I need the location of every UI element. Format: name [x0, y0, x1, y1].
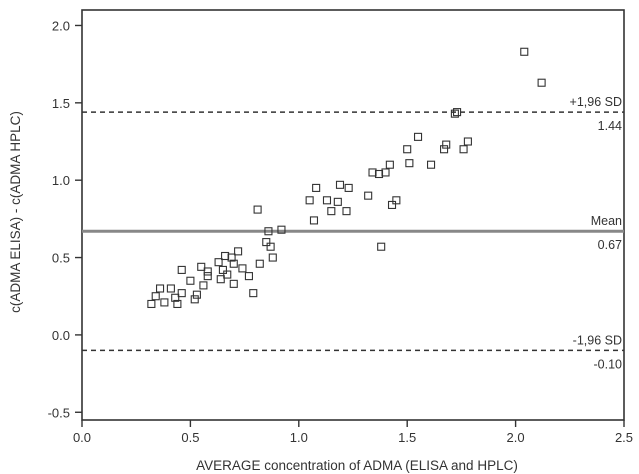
reference-line-label: +1,96 SD	[570, 95, 622, 109]
x-tick-label: 2.0	[507, 430, 525, 445]
reference-line-label: Mean	[591, 214, 622, 228]
data-point	[229, 259, 238, 268]
data-point	[253, 205, 262, 214]
data-point	[147, 299, 156, 309]
data-point	[327, 207, 336, 216]
data-point	[264, 227, 273, 236]
data-point	[255, 259, 264, 268]
data-point	[218, 265, 227, 274]
data-point	[160, 298, 169, 307]
data-point	[385, 160, 394, 169]
data-point	[186, 276, 195, 285]
data-point	[459, 145, 468, 154]
data-point	[214, 258, 223, 267]
data-point	[155, 284, 165, 293]
data-point	[463, 137, 472, 146]
x-tick-label: 0.0	[73, 430, 91, 445]
reference-lines	[82, 111, 624, 352]
y-axis-label: c(ADMA ELISA) - c(ADMA HPLC)	[8, 111, 23, 313]
data-point	[234, 247, 243, 256]
x-tick-label: 2.5	[615, 430, 633, 445]
data-point	[266, 242, 275, 251]
y-tick-label: 1.5	[52, 96, 70, 111]
data-point	[221, 251, 230, 261]
data-point	[374, 169, 384, 179]
data-point	[442, 140, 451, 149]
plot-border	[81, 9, 625, 421]
data-point	[277, 225, 286, 234]
y-tick-label: 0.0	[52, 328, 70, 343]
data-point	[223, 270, 232, 279]
data-point	[342, 207, 351, 216]
data-point	[381, 168, 390, 177]
x-tick-label: 1.5	[398, 430, 416, 445]
data-point	[322, 196, 332, 205]
data-point	[392, 196, 401, 205]
data-point	[197, 262, 206, 271]
data-point	[450, 109, 459, 118]
data-point	[405, 159, 414, 168]
data-point	[312, 183, 321, 192]
y-tick-label: 0.5	[52, 251, 70, 266]
y-axis-ticks: -0.5 0.0 0.5 1.0 1.5 2.0	[48, 18, 82, 420]
data-point	[216, 275, 225, 284]
data-point	[537, 78, 546, 87]
data-point	[203, 267, 212, 276]
data-point	[177, 265, 186, 274]
x-axis-ticks: 0.0 0.5 1.0 1.5 2.0 2.5	[73, 420, 633, 445]
data-point	[344, 183, 353, 192]
data-point	[520, 47, 529, 56]
data-point	[413, 132, 423, 141]
y-tick-label: 2.0	[52, 18, 70, 33]
reference-line-value: 0.67	[598, 238, 622, 252]
data-point	[335, 180, 345, 189]
data-point	[309, 216, 319, 225]
data-point	[244, 272, 253, 281]
data-point	[305, 196, 314, 205]
data-point	[268, 253, 277, 262]
data-point	[364, 191, 373, 200]
data-point	[333, 197, 342, 206]
data-point	[190, 295, 199, 304]
data-point	[229, 279, 238, 288]
reference-line-value: 1.44	[598, 119, 622, 133]
x-tick-label: 0.5	[181, 430, 199, 445]
data-point	[238, 264, 247, 273]
data-point	[440, 145, 449, 154]
x-axis-label: AVERAGE concentration of ADMA (ELISA and…	[196, 458, 518, 473]
data-point	[377, 242, 386, 251]
data-point	[426, 160, 436, 169]
data-point	[177, 289, 186, 298]
reference-line-value: -0.10	[594, 357, 623, 371]
data-point	[453, 108, 462, 117]
data-point	[199, 281, 208, 290]
reference-line-labels: +1,96 SD 1.44 Mean 0.67 -1,96 SD -0.10	[570, 95, 623, 371]
reference-line-label: -1,96 SD	[573, 333, 622, 347]
data-point	[166, 284, 175, 293]
data-points	[147, 47, 546, 309]
plot-frame	[81, 9, 625, 421]
data-point	[249, 289, 258, 298]
data-point	[227, 253, 236, 262]
data-point	[262, 238, 271, 247]
data-point	[387, 200, 397, 209]
data-point	[192, 290, 201, 299]
data-point	[203, 272, 212, 281]
data-point	[151, 292, 160, 301]
y-tick-label: -0.5	[48, 405, 70, 420]
x-tick-label: 1.0	[290, 430, 308, 445]
y-tick-label: 1.0	[52, 173, 70, 188]
data-point	[403, 145, 412, 154]
data-point	[171, 293, 180, 302]
data-point	[173, 299, 182, 309]
data-point	[368, 168, 377, 177]
